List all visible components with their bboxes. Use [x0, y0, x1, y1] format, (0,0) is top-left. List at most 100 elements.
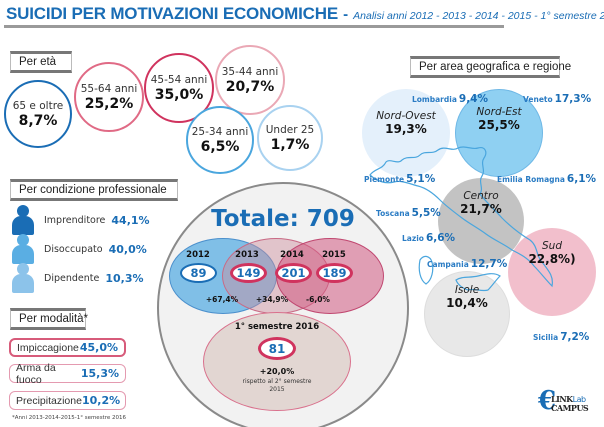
age-circle-under-25: Under 25 1,7% [257, 105, 323, 171]
area-name: Nord-Est [476, 106, 522, 118]
semester-delta: +20,0% [259, 367, 295, 376]
age-label: Under 25 [265, 123, 315, 136]
age-value: 8,7% [18, 112, 58, 129]
age-label: 35-44 anni [221, 65, 279, 78]
region-name: Toscana [376, 209, 410, 218]
person-icon [12, 234, 34, 264]
region-lazio: Lazio 6,6% [402, 226, 455, 245]
region-piemonte: Piemonte 5,1% [364, 167, 435, 186]
title-rule [4, 25, 504, 28]
area-value: 22,8%) [528, 252, 576, 266]
person-icon [12, 205, 34, 235]
method-pill-arma-da-fuoco: Arma da fuoco 15,3% [9, 361, 126, 386]
semester-note-line2: 2015 [269, 385, 285, 393]
italy-map-outline [369, 146, 553, 292]
age-circle-45-54: 45-54 anni 35,0% [144, 53, 214, 123]
region-emilia-romagna: Emilia Romagna 6,1% [497, 167, 596, 186]
method-label: Precipitazione [16, 394, 82, 407]
title-subtitle: Analisi anni 2012 - 2013 - 2014 - 2015 -… [353, 10, 604, 22]
region-lombardia: Lombardia 9,4% [412, 87, 488, 106]
area-circle-sud [508, 228, 596, 316]
logo-line2: CAMPUS [551, 403, 589, 413]
region-veneto: Veneto 17,3% [523, 87, 591, 106]
prof-value: 44,1% [111, 213, 150, 227]
semester-note: rispetto al 2° semestre 2015 [228, 378, 326, 394]
area-label-nord-est: Nord-Est 25,5% [455, 106, 543, 132]
delta-2013-2014: +34,9% [255, 295, 289, 304]
area-label-nord-ovest: Nord-Ovest 19,3% [362, 110, 450, 136]
region-name: Lombardia [412, 95, 457, 104]
year-label: 2012 [186, 250, 210, 260]
area-name: Nord-Ovest [376, 110, 436, 122]
delta-2012-2013: +67,4% [205, 295, 239, 304]
region-toscana: Toscana 5,5% [376, 201, 441, 220]
area-circle-nord-ovest [362, 89, 450, 177]
year-value-pill: 189 [316, 263, 353, 283]
region-value: 6,1% [566, 173, 597, 185]
region-value: 6,6% [425, 232, 456, 244]
total-label: Totale: 709 [211, 206, 355, 232]
year-value-pill: 149 [230, 263, 267, 283]
prof-value: 10,3% [105, 271, 144, 285]
semester-note-line1: rispetto al 2° semestre [242, 378, 312, 385]
age-label: 65 e oltre [12, 99, 64, 112]
age-circle-65-plus: 65 e oltre 8,7% [4, 80, 72, 148]
title-main: SUICIDI PER MOTIVAZIONI ECONOMICHE [6, 4, 338, 23]
page-title: SUICIDI PER MOTIVAZIONI ECONOMICHE - Ana… [6, 4, 604, 24]
method-value: 15,3% [80, 367, 119, 380]
region-value: 17,3% [554, 93, 592, 105]
region-value: 9,4% [458, 93, 489, 105]
region-value: 7,2% [560, 331, 590, 343]
year-label: 2015 [322, 250, 346, 260]
method-label: Arma da fuoco [16, 361, 56, 386]
person-icon [12, 263, 34, 293]
area-value: 21,7% [460, 202, 502, 216]
year-value-pill: 201 [275, 263, 312, 283]
link-campus-lab-logo: € LINKLab CAMPUS [538, 388, 598, 418]
age-value: 20,7% [225, 78, 275, 95]
semester-value-pill: 81 [258, 337, 296, 360]
region-value: 5,5% [411, 207, 441, 219]
section-label-geo: Per area geografica e regione [410, 56, 571, 78]
year-label: 2014 [280, 250, 304, 260]
year-label: 2013 [235, 250, 259, 260]
region-name: Sicilia [533, 333, 559, 342]
method-value: 45,0% [79, 341, 118, 354]
prof-row-dipendente: Dipendente 10,3% [12, 263, 144, 293]
area-circle-nord-est [455, 89, 543, 177]
age-label: 45-54 anni [150, 73, 208, 86]
age-circle-35-44: 35-44 anni 20,7% [215, 45, 285, 115]
prof-value: 40,0% [108, 242, 147, 256]
method-footnote: *Anni 2013-2014-2015-1° semestre 2016 [12, 415, 126, 421]
region-name: Campania [427, 260, 469, 269]
area-label-sud: Sud 22,8%) [510, 240, 594, 266]
age-label: 55-64 anni [80, 82, 138, 95]
delta-2014-2015: -6,0% [306, 295, 330, 304]
method-value: 10,2% [81, 394, 121, 407]
region-sicilia: Sicilia 7,2% [533, 325, 589, 344]
section-label-method: Per modalità* [10, 308, 88, 330]
age-circle-25-34: 25-34 anni 6,5% [186, 106, 254, 174]
area-value: 10,4% [446, 296, 488, 310]
year-value-pill: 89 [180, 263, 217, 283]
area-name: Isole [454, 284, 480, 296]
region-name: Piemonte [364, 175, 405, 184]
area-label-centro: Centro 21,7% [438, 190, 524, 216]
area-value: 19,3% [385, 122, 427, 136]
region-name: Emilia Romagna [497, 175, 565, 184]
age-value: 1,7% [270, 136, 310, 153]
area-value: 25,5% [478, 118, 520, 132]
area-name: Sud [542, 240, 562, 252]
semester-title: 1° semestre 2016 [234, 322, 320, 332]
age-circle-55-64: 55-64 anni 25,2% [74, 62, 144, 132]
age-label: 25-34 anni [191, 125, 249, 138]
method-label: Impiccagione [17, 341, 79, 354]
age-value: 25,2% [84, 95, 134, 112]
logo-line1: LINKLab [551, 394, 586, 404]
region-value: 12,7% [470, 258, 508, 270]
area-circle-isole [424, 271, 510, 357]
age-value: 6,5% [200, 138, 240, 155]
region-name: Lazio [402, 234, 424, 243]
prof-row-imprenditore: Imprenditore 44,1% [12, 205, 150, 235]
section-label-age: Per età [10, 51, 72, 73]
